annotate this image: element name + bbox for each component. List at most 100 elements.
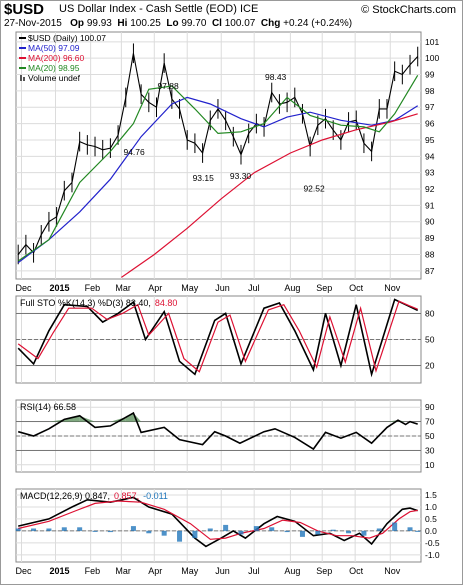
x-tick-label: Aug bbox=[284, 566, 300, 576]
rsi-y-tick-label: 10 bbox=[425, 460, 435, 470]
rsi-panel bbox=[15, 399, 422, 473]
price-y-tick-label: 88 bbox=[425, 249, 435, 259]
macd-series-histogram-bar bbox=[376, 528, 382, 531]
macd-panel bbox=[15, 488, 422, 563]
x-tick-label: Oct bbox=[349, 566, 364, 576]
macd-series-signal-line bbox=[18, 500, 418, 540]
price-y-tick-label: 92 bbox=[425, 184, 435, 194]
price-y-tick-label: 94 bbox=[425, 151, 435, 161]
price-y-tick-label: 90 bbox=[425, 217, 435, 227]
x-tick-label: 2015 bbox=[50, 283, 70, 293]
close-label: Cl bbox=[211, 18, 222, 29]
price-series-ma-200--line bbox=[121, 113, 418, 278]
macd-legend-entry: 0.857, bbox=[114, 491, 139, 501]
price-legend-entry: MA(200) 96.60 bbox=[28, 53, 84, 63]
macd-series-histogram-bar bbox=[284, 530, 290, 533]
legend-volume-marker bbox=[20, 75, 22, 81]
open-label: Op bbox=[70, 18, 85, 29]
x-tick-label: Jun bbox=[215, 283, 230, 293]
macd-series-histogram-bar bbox=[107, 530, 113, 533]
change-value: +0.24 (+0.24%) bbox=[283, 18, 353, 29]
macd-series-histogram-bar bbox=[415, 530, 421, 532]
x-tick-label: Dec bbox=[15, 283, 32, 293]
symbol-title: $USD bbox=[4, 1, 45, 18]
x-tick-label: Nov bbox=[384, 566, 401, 576]
rsi-y-tick-label: 30 bbox=[425, 445, 435, 455]
price-annotation-label: 92.52 bbox=[303, 184, 325, 194]
price-panel bbox=[15, 31, 422, 280]
macd-y-tick-label: 0.5 bbox=[425, 514, 437, 524]
macd-series-histogram-bar bbox=[269, 527, 275, 531]
macd-series-histogram-bar bbox=[61, 527, 67, 531]
price-annotation-label: 98.43 bbox=[265, 72, 287, 82]
price-annotation-label: 93.30 bbox=[230, 171, 252, 181]
rsi-y-tick-label: 70 bbox=[425, 417, 435, 427]
low-value: 99.70 bbox=[181, 18, 207, 29]
x-tick-label: Nov bbox=[384, 283, 401, 293]
macd-series-histogram-bar bbox=[177, 530, 183, 542]
macd-series-histogram-bar bbox=[31, 528, 37, 531]
rsi-legend-entry: RSI(14) 66.58 bbox=[20, 402, 76, 412]
legend-volume-marker bbox=[23, 77, 25, 81]
macd-series-histogram-bar bbox=[223, 524, 229, 531]
price-y-tick-label: 91 bbox=[425, 200, 435, 210]
watermark-logo: © StockCharts.com bbox=[361, 4, 456, 16]
macd-series-histogram-bar bbox=[146, 530, 152, 534]
macd-y-tick-label: 1.0 bbox=[425, 502, 437, 512]
stochastic-legend-entry: Full STO %K(14,3) %D(3) 83.40, bbox=[20, 298, 151, 308]
macd-series-histogram-bar bbox=[46, 528, 52, 531]
macd-legend-entry: MACD(12,26,9) 0.847, bbox=[20, 491, 110, 501]
rsi-overbought-fill bbox=[125, 412, 134, 422]
price-y-tick-label: 98 bbox=[425, 86, 435, 96]
price-y-tick-label: 100 bbox=[425, 53, 439, 63]
macd-series-histogram-bar bbox=[207, 528, 213, 531]
rsi-series-rsi-14--line bbox=[17, 411, 418, 451]
macd-series-histogram-bar bbox=[253, 526, 259, 531]
stochastic-series--k-line bbox=[17, 298, 419, 378]
macd-series-histogram-bar bbox=[15, 528, 21, 531]
macd-series-histogram-bar bbox=[238, 530, 244, 535]
open-value: 99.93 bbox=[86, 18, 112, 29]
close-value: 100.07 bbox=[224, 18, 256, 29]
low-label: Lo bbox=[166, 18, 179, 29]
macd-series-histogram-bar bbox=[407, 527, 413, 531]
price-y-tick-label: 99 bbox=[425, 70, 435, 80]
macd-legend-entry: -0.011 bbox=[143, 491, 168, 501]
macd-series-histogram-bar bbox=[346, 530, 352, 534]
x-tick-label: Jul bbox=[248, 566, 260, 576]
price-series-ma-20--line bbox=[17, 74, 419, 262]
price-y-tick-label: 93 bbox=[425, 168, 435, 178]
price-legend-entry: $USD (Daily) 100.07 bbox=[28, 33, 106, 43]
x-tick-label: Mar bbox=[115, 283, 131, 293]
macd-y-tick-label: -1.0 bbox=[425, 550, 440, 560]
x-tick-label: Jun bbox=[215, 566, 230, 576]
macd-y-tick-label: -0.5 bbox=[425, 538, 440, 548]
macd-series-histogram-bar bbox=[299, 530, 305, 537]
quote-line: 27-Nov-2015 Op 99.93 Hi 100.25 Lo 99.70 … bbox=[4, 18, 352, 29]
macd-series-histogram-bar bbox=[330, 529, 336, 531]
x-tick-label: Feb bbox=[85, 283, 101, 293]
price-y-tick-label: 87 bbox=[425, 266, 435, 276]
x-tick-label: Apr bbox=[148, 566, 162, 576]
price-annotation-label: 93.15 bbox=[193, 173, 215, 183]
price-legend-entry: Volume undef bbox=[28, 73, 81, 83]
stochastic-y-tick-label: 80 bbox=[425, 308, 435, 318]
macd-series-histogram-bar bbox=[361, 530, 367, 536]
price-annotation-label: 97.88 bbox=[157, 81, 179, 91]
x-tick-label: Jul bbox=[248, 283, 260, 293]
stochastic-series--d-line bbox=[17, 300, 418, 373]
macd-series-histogram-bar bbox=[130, 526, 136, 531]
macd-series-histogram-bar bbox=[77, 527, 83, 531]
x-tick-label: Feb bbox=[85, 566, 101, 576]
stochastic-y-tick-label: 20 bbox=[425, 361, 435, 371]
price-series-ma-50--line bbox=[17, 96, 419, 264]
rsi-y-tick-label: 50 bbox=[425, 431, 435, 441]
price-y-tick-label: 89 bbox=[425, 233, 435, 243]
price-annotation-label: 94.76 bbox=[123, 147, 145, 157]
macd-series-histogram-bar bbox=[92, 530, 98, 532]
macd-y-tick-label: 1.5 bbox=[425, 490, 437, 500]
x-tick-label: Oct bbox=[349, 283, 364, 293]
x-tick-label: May bbox=[181, 566, 199, 576]
high-value: 100.25 bbox=[130, 18, 161, 29]
price-y-tick-label: 96 bbox=[425, 119, 435, 129]
